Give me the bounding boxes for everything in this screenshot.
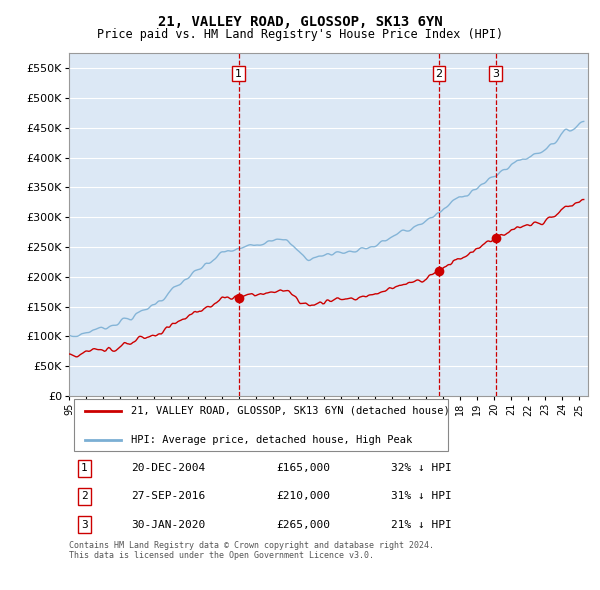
Text: 21, VALLEY ROAD, GLOSSOP, SK13 6YN (detached house): 21, VALLEY ROAD, GLOSSOP, SK13 6YN (deta…	[131, 406, 450, 415]
Text: HPI: Average price, detached house, High Peak: HPI: Average price, detached house, High…	[131, 435, 413, 445]
Text: 3: 3	[81, 520, 88, 530]
Text: 21% ↓ HPI: 21% ↓ HPI	[391, 520, 452, 530]
Text: 1: 1	[81, 463, 88, 473]
Text: 31% ↓ HPI: 31% ↓ HPI	[391, 491, 452, 502]
Text: 32% ↓ HPI: 32% ↓ HPI	[391, 463, 452, 473]
Text: 3: 3	[492, 68, 499, 78]
Text: 27-SEP-2016: 27-SEP-2016	[131, 491, 206, 502]
Text: £165,000: £165,000	[277, 463, 331, 473]
Text: 1: 1	[235, 68, 242, 78]
Text: 21, VALLEY ROAD, GLOSSOP, SK13 6YN: 21, VALLEY ROAD, GLOSSOP, SK13 6YN	[158, 15, 442, 29]
Text: £210,000: £210,000	[277, 491, 331, 502]
Text: Price paid vs. HM Land Registry's House Price Index (HPI): Price paid vs. HM Land Registry's House …	[97, 28, 503, 41]
Text: Contains HM Land Registry data © Crown copyright and database right 2024.
This d: Contains HM Land Registry data © Crown c…	[69, 540, 434, 560]
Text: 2: 2	[81, 491, 88, 502]
Text: 30-JAN-2020: 30-JAN-2020	[131, 520, 206, 530]
Text: 20-DEC-2004: 20-DEC-2004	[131, 463, 206, 473]
Text: £265,000: £265,000	[277, 520, 331, 530]
Text: 2: 2	[436, 68, 443, 78]
FancyBboxPatch shape	[74, 399, 448, 451]
